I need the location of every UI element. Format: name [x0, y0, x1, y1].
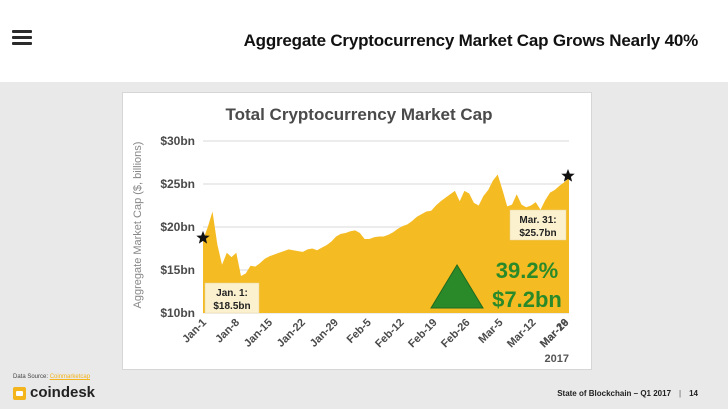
growth-amount: $7.2bn	[492, 287, 562, 312]
slide-header: Aggregate Cryptocurrency Market Cap Grow…	[0, 0, 728, 82]
market-cap-area	[203, 174, 569, 313]
x-tick-label-1: Jan-8	[213, 317, 242, 346]
y-tick-label-2: $20bn	[160, 220, 195, 234]
chart-title: Total Cryptocurrency Market Cap	[225, 105, 492, 124]
x-tick-label-2: Jan-15	[242, 317, 275, 350]
coindesk-logo-text: coindesk	[30, 384, 96, 401]
start-annotation-date: Jan. 1:	[216, 288, 248, 299]
page-number: 14	[689, 389, 698, 398]
growth-triangle-icon	[430, 264, 484, 309]
menu-icon[interactable]	[12, 30, 32, 46]
x-tick-label-10: Mar-12	[505, 317, 539, 351]
start-annotation: Jan. 1: $18.5bn	[204, 282, 260, 314]
y-tick-label-1: $15bn	[160, 263, 195, 277]
y-tick-label-3: $25bn	[160, 177, 195, 191]
chart-card: Total Cryptocurrency Market Cap Aggregat…	[122, 92, 592, 370]
end-star-icon	[561, 169, 575, 182]
x-tick-label-12: Mar-26	[538, 317, 572, 351]
x-tick-label-5: Feb-5	[345, 317, 374, 346]
x-tick-label-8: Feb-26	[439, 317, 473, 351]
end-annotation-date: Mar. 31:	[519, 215, 556, 226]
end-annotation: Mar. 31: $25.7bn	[509, 209, 567, 241]
coindesk-logo-icon	[13, 387, 26, 400]
slide-title: Aggregate Cryptocurrency Market Cap Grow…	[243, 31, 699, 50]
y-tick-label-4: $30bn	[160, 134, 195, 148]
x-tick-label-4: Jan-29	[308, 317, 341, 350]
report-title: State of Blockchain – Q1 2017	[557, 389, 672, 398]
x-tick-label-0: Jan-1	[180, 317, 209, 346]
y-axis-label: Aggregate Market Cap ($, billions)	[132, 142, 144, 309]
x-tick-label-9: Mar-5	[476, 317, 505, 346]
y-tick-label-0: $10bn	[160, 306, 195, 320]
slide-footer: State of Blockchain – Q1 2017 | 14	[557, 389, 698, 398]
end-annotation-value: $25.7bn	[519, 228, 556, 239]
year-label: 2017	[545, 353, 569, 365]
market-cap-chart: Total Cryptocurrency Market Cap Aggregat…	[132, 105, 575, 365]
x-tick-labels: Jan-1 Jan-8 Jan-15 Jan-22 Jan-29 Feb-5 Feb-12 F…	[180, 317, 571, 351]
data-source: Data Source: Coinmarketcap	[13, 374, 90, 380]
start-annotation-value: $18.5bn	[213, 301, 250, 312]
start-star-icon	[196, 230, 210, 244]
x-tick-label-3: Jan-22	[275, 317, 308, 350]
data-source-link[interactable]: Coinmarketcap	[49, 374, 91, 380]
x-tick-label-7: Feb-19	[406, 317, 440, 351]
y-tick-labels: $10bn $15bn $20bn $25bn $30bn	[160, 134, 195, 320]
x-tick-label-6: Feb-12	[373, 317, 407, 351]
data-source-label: Data Source:	[13, 374, 49, 380]
growth-percent: 39.2%	[496, 258, 558, 283]
